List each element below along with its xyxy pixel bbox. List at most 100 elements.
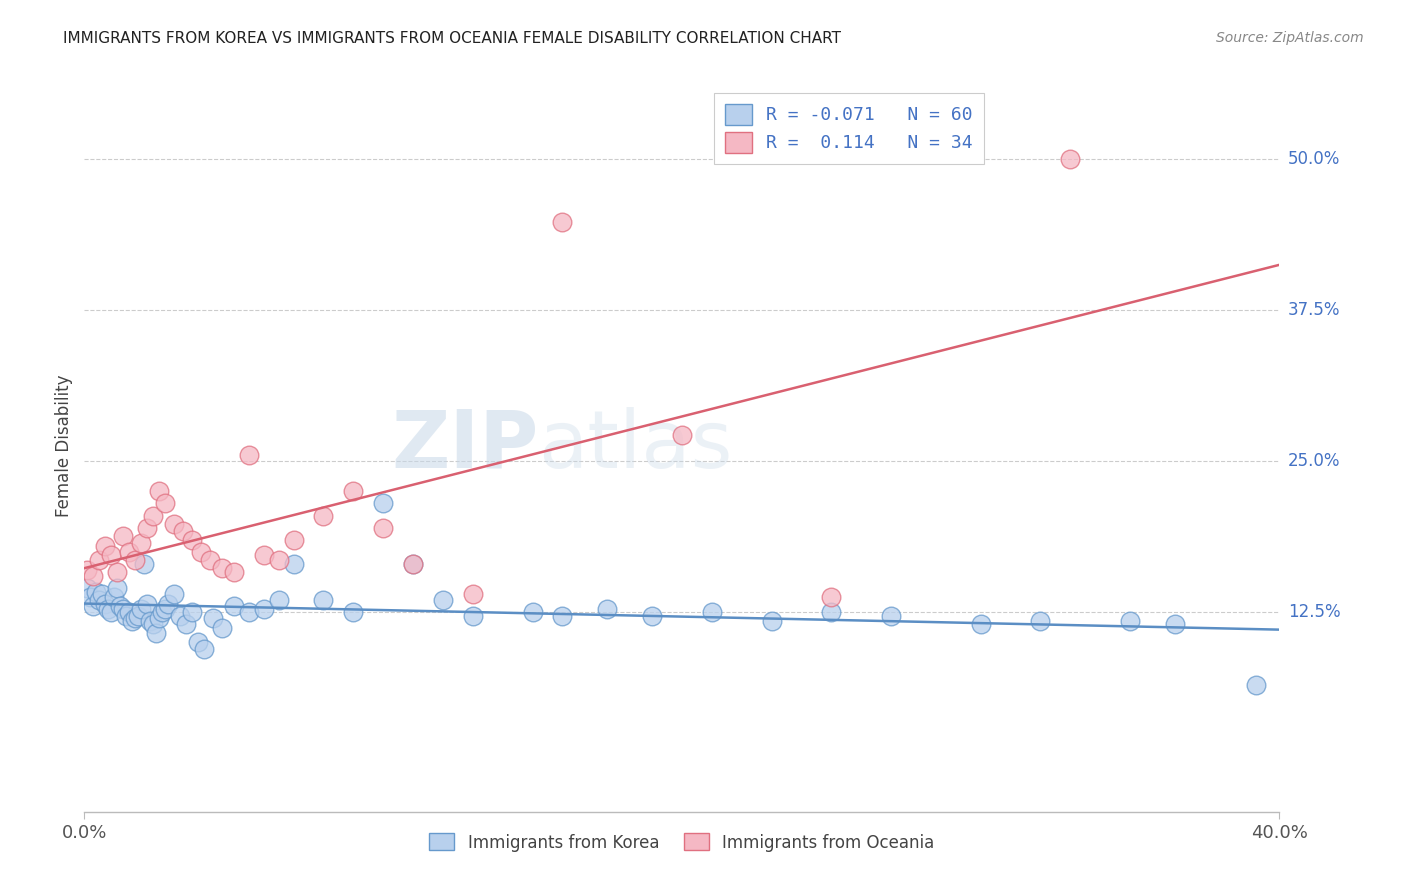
Point bbox=[312, 508, 335, 523]
Text: 12.5%: 12.5% bbox=[1288, 603, 1340, 621]
Y-axis label: Female Disability: Female Disability bbox=[55, 375, 73, 517]
Point bbox=[198, 553, 221, 567]
Point bbox=[112, 529, 135, 543]
Point bbox=[129, 536, 152, 550]
Point bbox=[253, 601, 276, 615]
Point bbox=[115, 608, 138, 623]
Point bbox=[190, 545, 212, 559]
Point bbox=[124, 611, 146, 625]
Point bbox=[267, 593, 290, 607]
Text: IMMIGRANTS FROM KOREA VS IMMIGRANTS FROM OCEANIA FEMALE DISABILITY CORRELATION C: IMMIGRANTS FROM KOREA VS IMMIGRANTS FROM… bbox=[63, 31, 841, 46]
Point bbox=[136, 520, 159, 534]
Point bbox=[222, 566, 245, 580]
Point bbox=[121, 614, 143, 628]
Point bbox=[181, 605, 204, 619]
Point bbox=[76, 581, 98, 595]
Point bbox=[671, 427, 693, 442]
Point bbox=[283, 557, 305, 571]
Point bbox=[641, 608, 664, 623]
Point bbox=[105, 566, 128, 580]
Point bbox=[551, 608, 574, 623]
Point bbox=[402, 557, 425, 571]
Point bbox=[551, 215, 574, 229]
Point bbox=[283, 533, 305, 547]
Point bbox=[342, 605, 364, 619]
Point bbox=[522, 605, 544, 619]
Point bbox=[153, 601, 176, 615]
Point bbox=[82, 569, 104, 583]
Point bbox=[1244, 678, 1267, 692]
Point bbox=[211, 560, 233, 574]
Point bbox=[163, 516, 186, 531]
Point bbox=[596, 601, 619, 615]
Point bbox=[112, 601, 135, 615]
Point bbox=[820, 590, 842, 604]
Point bbox=[94, 539, 117, 553]
Point bbox=[1059, 152, 1081, 166]
Point bbox=[1119, 614, 1142, 628]
Point bbox=[373, 520, 395, 534]
Point bbox=[761, 614, 783, 628]
Point bbox=[238, 605, 260, 619]
Point bbox=[129, 601, 152, 615]
Point bbox=[82, 599, 104, 614]
Point bbox=[97, 601, 120, 615]
Point bbox=[142, 617, 165, 632]
Point bbox=[136, 597, 159, 611]
Point bbox=[201, 611, 224, 625]
Point bbox=[103, 590, 125, 604]
Text: 50.0%: 50.0% bbox=[1288, 150, 1340, 168]
Point bbox=[89, 553, 111, 567]
Point bbox=[238, 448, 260, 462]
Point bbox=[267, 553, 290, 567]
Point bbox=[163, 587, 186, 601]
Legend: Immigrants from Korea, Immigrants from Oceania: Immigrants from Korea, Immigrants from O… bbox=[423, 827, 941, 858]
Point bbox=[187, 635, 209, 649]
Point bbox=[105, 581, 128, 595]
Point bbox=[700, 605, 723, 619]
Text: 25.0%: 25.0% bbox=[1288, 452, 1340, 470]
Point bbox=[76, 563, 98, 577]
Point bbox=[118, 545, 141, 559]
Point bbox=[222, 599, 245, 614]
Point bbox=[91, 587, 114, 601]
Point bbox=[124, 553, 146, 567]
Point bbox=[132, 557, 156, 571]
Text: 37.5%: 37.5% bbox=[1288, 301, 1340, 319]
Point bbox=[139, 614, 162, 628]
Text: Source: ZipAtlas.com: Source: ZipAtlas.com bbox=[1216, 31, 1364, 45]
Point bbox=[118, 605, 141, 619]
Point bbox=[174, 617, 197, 632]
Point bbox=[432, 593, 454, 607]
Point bbox=[148, 484, 170, 499]
Point bbox=[145, 625, 167, 640]
Point bbox=[342, 484, 364, 499]
Point bbox=[169, 608, 191, 623]
Text: atlas: atlas bbox=[538, 407, 733, 485]
Point bbox=[373, 496, 395, 510]
Point bbox=[100, 605, 122, 619]
Point bbox=[94, 597, 117, 611]
Point bbox=[153, 496, 176, 510]
Point bbox=[86, 584, 108, 599]
Point bbox=[1029, 614, 1052, 628]
Point bbox=[193, 641, 215, 656]
Point bbox=[157, 597, 180, 611]
Point bbox=[312, 593, 335, 607]
Point bbox=[172, 524, 194, 539]
Text: ZIP: ZIP bbox=[391, 407, 538, 485]
Point bbox=[127, 608, 149, 623]
Point bbox=[79, 590, 101, 604]
Point bbox=[1164, 617, 1187, 632]
Point bbox=[253, 549, 276, 563]
Point bbox=[820, 605, 842, 619]
Point bbox=[181, 533, 204, 547]
Point bbox=[970, 617, 993, 632]
Point bbox=[461, 587, 484, 601]
Point bbox=[89, 593, 111, 607]
Point bbox=[110, 599, 132, 614]
Point bbox=[150, 605, 173, 619]
Point bbox=[211, 621, 233, 635]
Point bbox=[142, 508, 165, 523]
Point bbox=[880, 608, 903, 623]
